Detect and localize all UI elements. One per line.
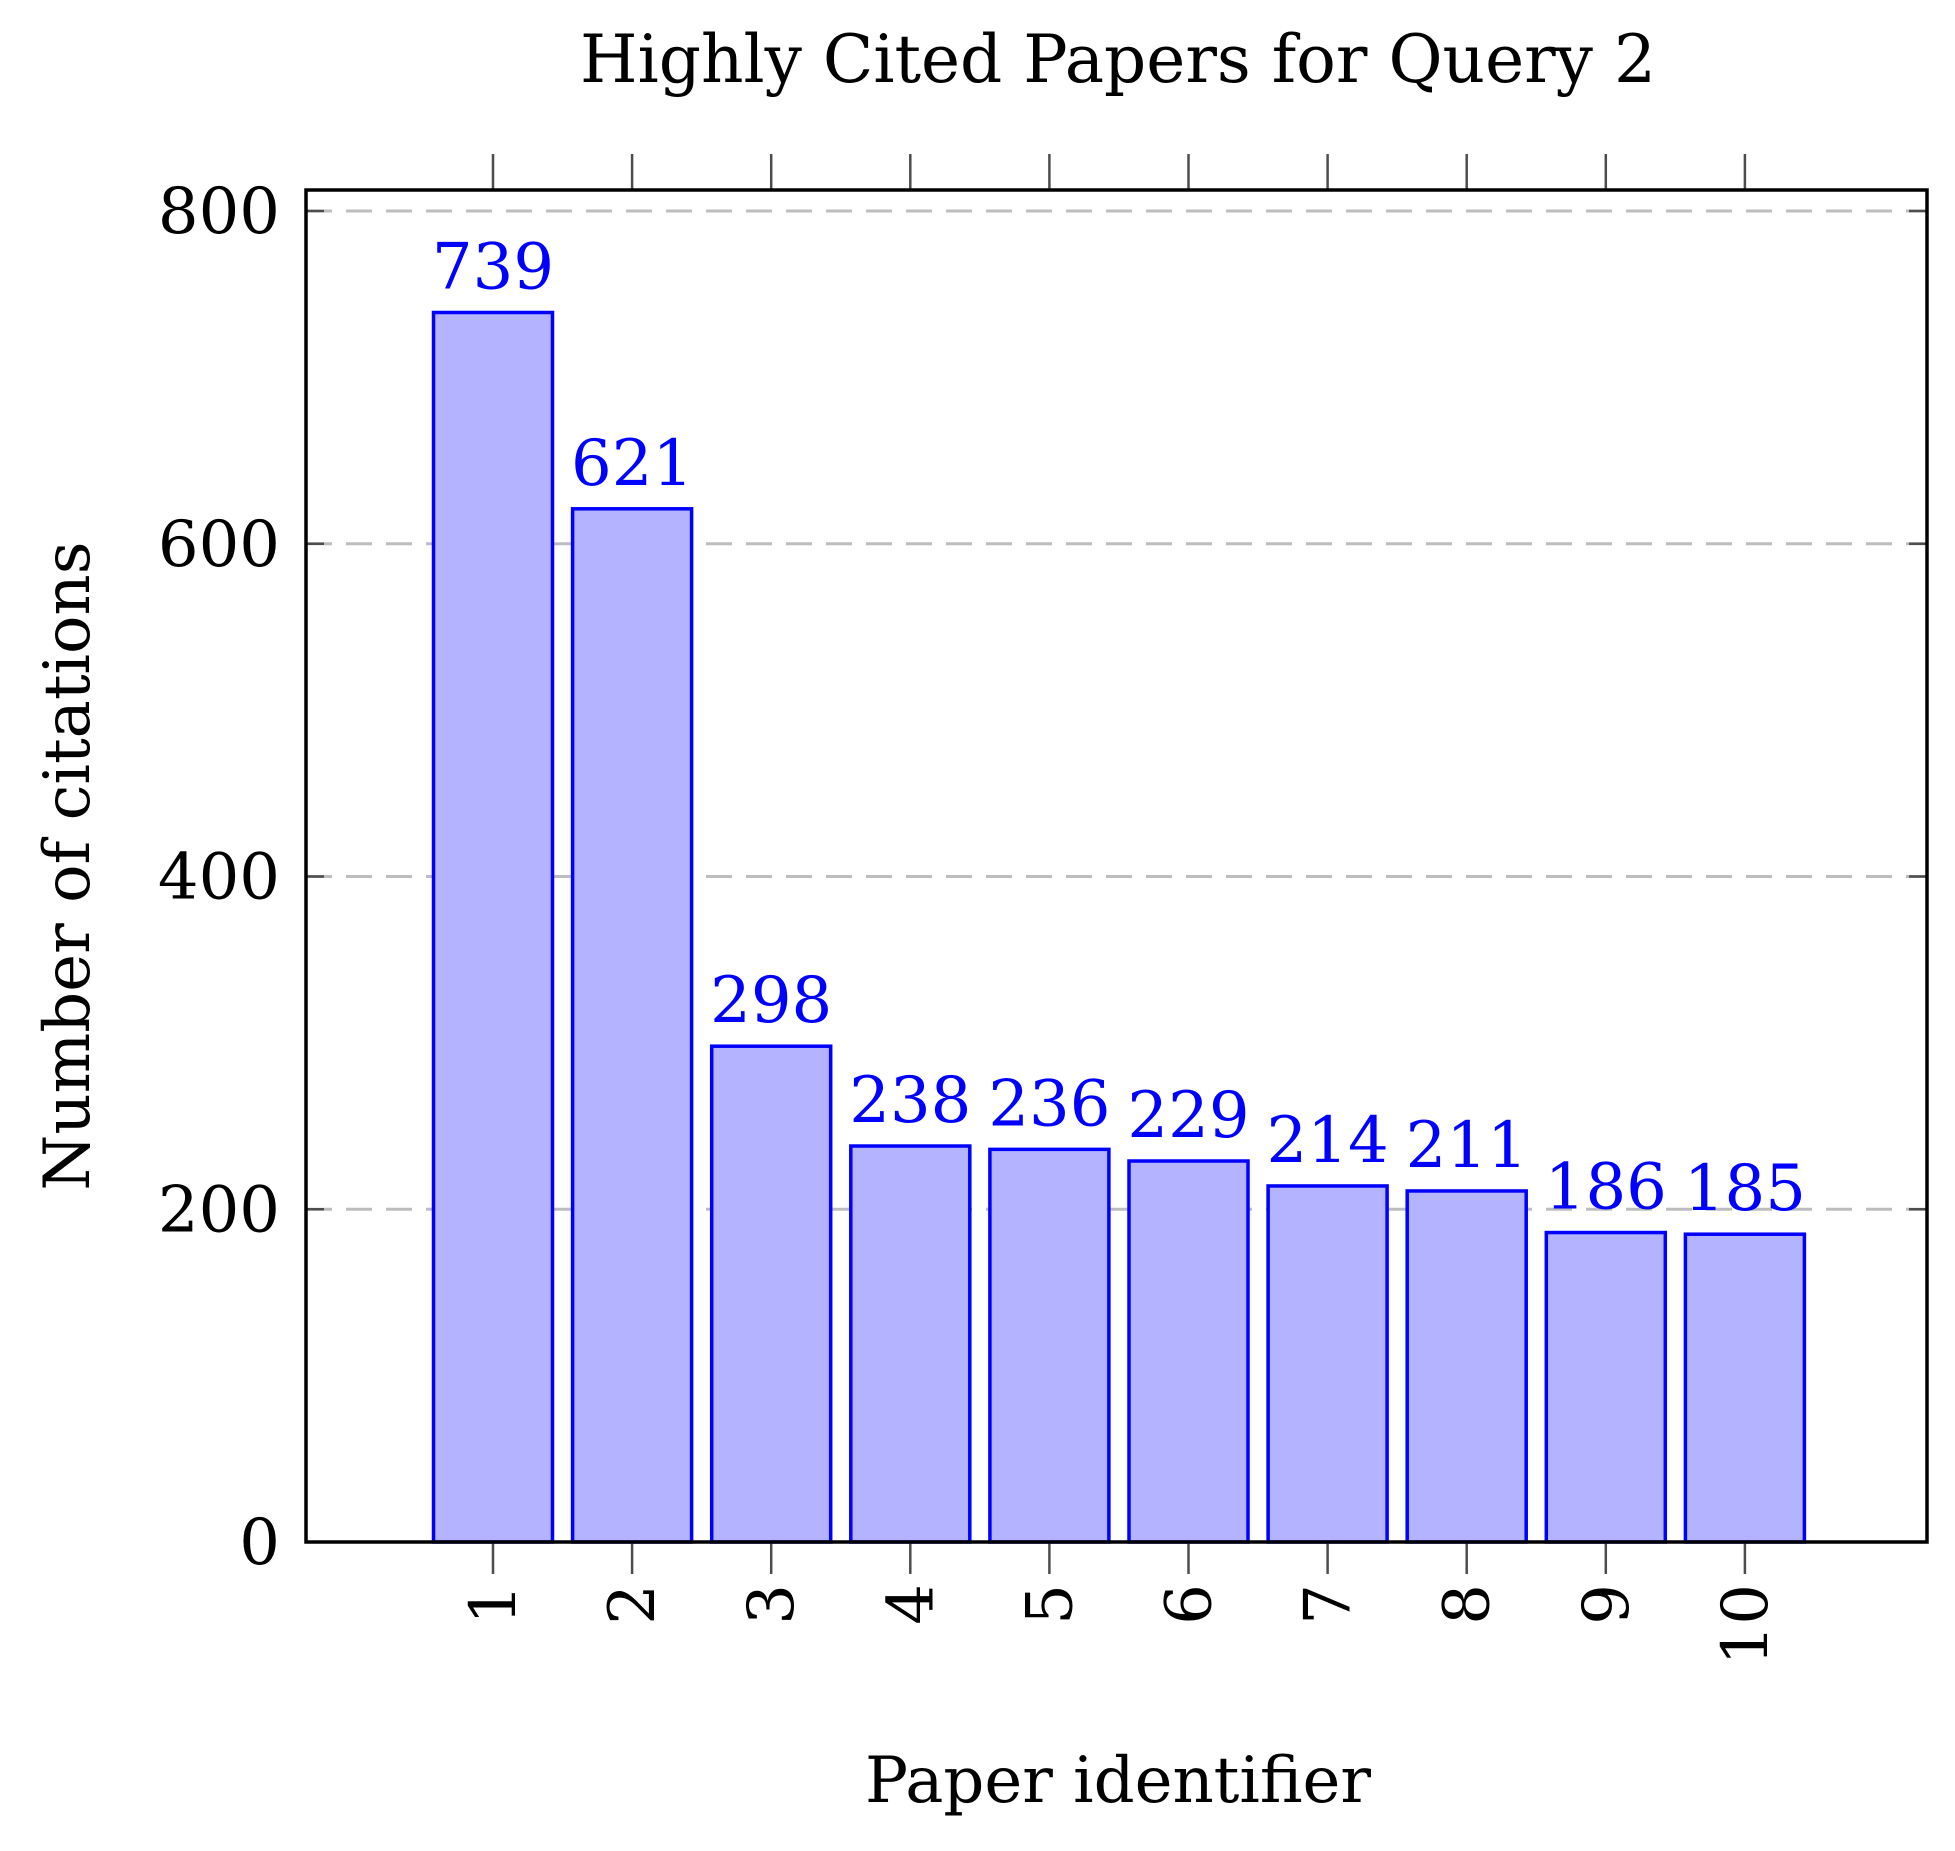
x-tick-label: 7 [1292,1584,1366,1625]
bar [709,1044,833,1544]
data-label: 186 [1545,1151,1667,1225]
y-tick-label: 400 [158,841,280,915]
data-label: 238 [849,1064,971,1138]
bar [431,310,555,1544]
bar [1266,1184,1389,1544]
y-tick-label: 600 [158,508,280,582]
x-tick-label: 6 [1153,1584,1227,1625]
plot-frame [304,188,1929,1544]
bar [1405,1189,1528,1544]
bar [1127,1159,1250,1544]
data-label: 739 [432,230,554,304]
y-axis-label: Number of citations [31,541,105,1190]
bar [570,507,694,1544]
x-tick-label: 2 [596,1584,670,1625]
data-label: 214 [1267,1104,1389,1178]
y-tick-label: 0 [239,1506,280,1580]
data-label: 229 [1127,1079,1249,1153]
x-tick-label: 8 [1431,1584,1505,1625]
data-label: 185 [1684,1152,1806,1226]
bar [988,1147,1111,1544]
x-tick-label: 5 [1013,1584,1087,1625]
bar [849,1144,972,1544]
x-tick-label: 4 [874,1584,948,1625]
x-tick-label: 3 [735,1584,809,1625]
data-label: 211 [1406,1109,1528,1183]
y-tick-label: 200 [158,1173,280,1247]
chart-title: Highly Cited Papers for Query 2 [580,21,1656,98]
x-tick-label: 9 [1570,1584,1644,1625]
data-label: 236 [988,1067,1110,1141]
x-tick-label: 10 [1709,1584,1783,1665]
x-axis-label: Paper identifier [865,1744,1371,1818]
grid-lines [306,209,1927,1211]
y-tick-label: 800 [158,175,280,249]
bar [1544,1230,1668,1544]
x-tick-labels: 1 2 3 4 5 6 7 8 9 10 [457,1584,1783,1665]
data-label: 298 [710,964,832,1038]
y-tick-labels: 0 200 400 600 800 [158,175,280,1580]
data-label: 621 [571,427,693,501]
x-tick-label: 1 [457,1584,531,1625]
bar [1683,1232,1807,1544]
